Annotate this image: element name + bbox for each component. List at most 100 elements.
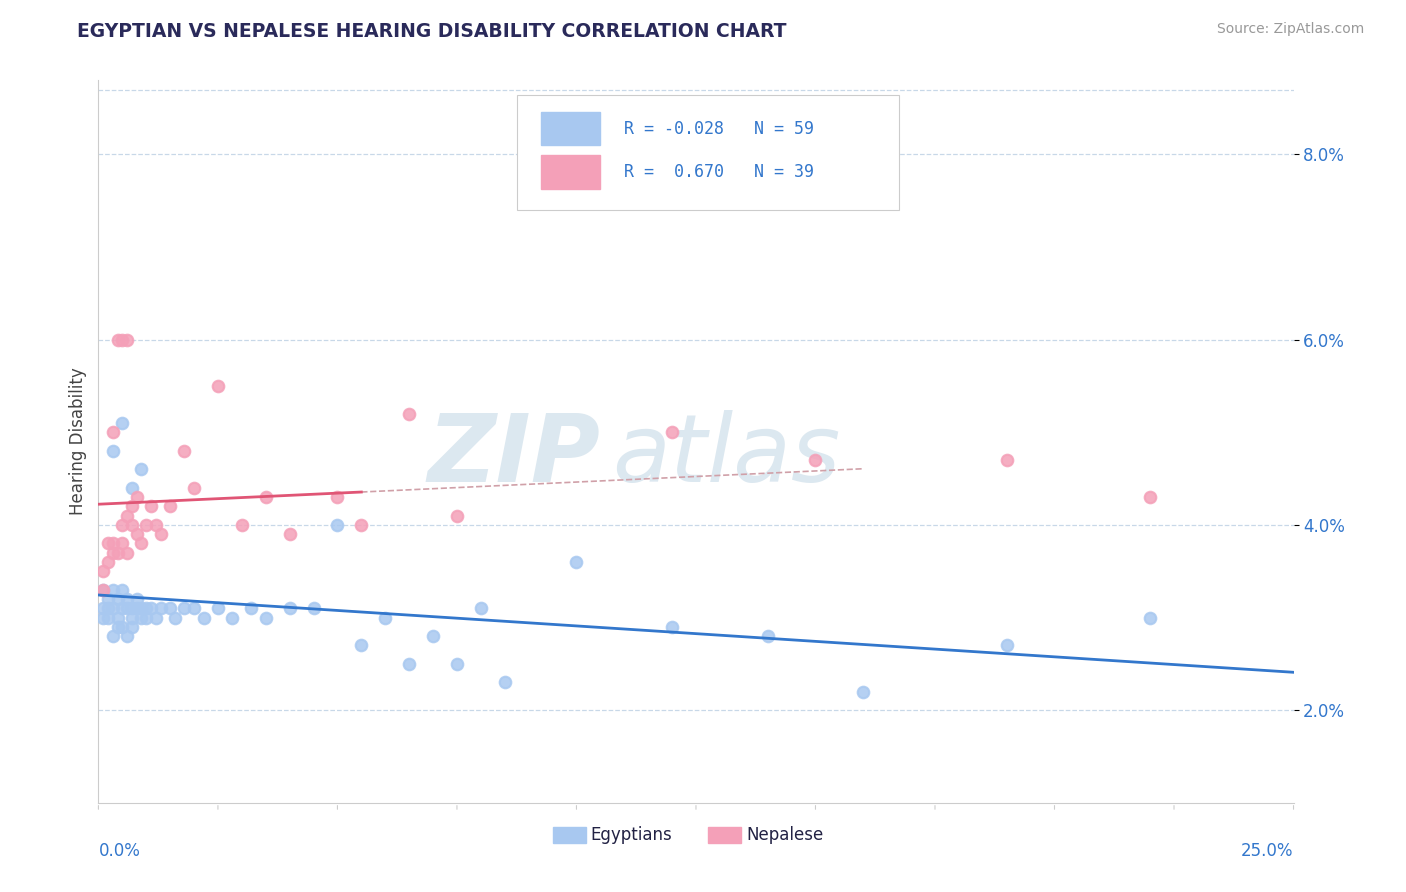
Bar bbox=[709, 827, 741, 843]
Point bbox=[101, 425, 124, 440]
Point bbox=[107, 592, 129, 607]
Point bbox=[1139, 490, 1161, 504]
Point bbox=[97, 610, 120, 624]
Point bbox=[107, 333, 129, 347]
Bar bbox=[553, 827, 586, 843]
Point bbox=[111, 333, 134, 347]
Point bbox=[111, 582, 134, 597]
Point bbox=[661, 425, 683, 440]
Text: EGYPTIAN VS NEPALESE HEARING DISABILITY CORRELATION CHART: EGYPTIAN VS NEPALESE HEARING DISABILITY … bbox=[77, 22, 787, 41]
Point bbox=[125, 490, 148, 504]
Point bbox=[107, 620, 129, 634]
Point bbox=[278, 601, 301, 615]
Point bbox=[446, 657, 468, 671]
Point bbox=[101, 582, 124, 597]
Point bbox=[111, 517, 134, 532]
Point bbox=[135, 610, 157, 624]
Point bbox=[302, 601, 325, 615]
Point bbox=[565, 555, 588, 569]
Point bbox=[139, 601, 162, 615]
Point bbox=[121, 517, 143, 532]
Point bbox=[115, 333, 138, 347]
Text: R = -0.028   N = 59: R = -0.028 N = 59 bbox=[624, 120, 814, 137]
Point bbox=[115, 601, 138, 615]
Text: Nepalese: Nepalese bbox=[747, 826, 824, 844]
Point bbox=[278, 527, 301, 541]
Point bbox=[131, 462, 153, 476]
Point bbox=[183, 481, 205, 495]
Y-axis label: Hearing Disability: Hearing Disability bbox=[69, 368, 87, 516]
Point bbox=[121, 620, 143, 634]
Point bbox=[804, 453, 827, 467]
Point bbox=[995, 638, 1018, 652]
Point bbox=[97, 601, 120, 615]
Point bbox=[107, 546, 129, 560]
Point bbox=[115, 508, 138, 523]
Point bbox=[374, 610, 396, 624]
Point bbox=[494, 675, 516, 690]
Point bbox=[115, 629, 138, 643]
Point bbox=[121, 500, 143, 514]
Point bbox=[173, 443, 195, 458]
Point bbox=[163, 610, 186, 624]
Point bbox=[149, 527, 172, 541]
Text: Source: ZipAtlas.com: Source: ZipAtlas.com bbox=[1216, 22, 1364, 37]
Point bbox=[207, 379, 229, 393]
Point bbox=[125, 601, 148, 615]
Point bbox=[131, 610, 153, 624]
Point bbox=[145, 517, 167, 532]
Point bbox=[107, 610, 129, 624]
Point bbox=[398, 407, 420, 421]
Point bbox=[422, 629, 444, 643]
Point bbox=[91, 582, 114, 597]
Point bbox=[254, 490, 277, 504]
Text: R =  0.670   N = 39: R = 0.670 N = 39 bbox=[624, 163, 814, 181]
Point bbox=[91, 564, 114, 578]
Point bbox=[995, 453, 1018, 467]
Point bbox=[326, 490, 349, 504]
Point bbox=[131, 536, 153, 550]
Point bbox=[97, 536, 120, 550]
Point bbox=[173, 601, 195, 615]
Point bbox=[111, 536, 134, 550]
Point bbox=[91, 582, 114, 597]
Point bbox=[446, 508, 468, 523]
Bar bbox=[541, 112, 600, 145]
Point bbox=[111, 416, 134, 430]
Point bbox=[350, 517, 373, 532]
Point bbox=[326, 517, 349, 532]
Point bbox=[121, 610, 143, 624]
Point bbox=[852, 684, 875, 698]
FancyBboxPatch shape bbox=[517, 95, 900, 211]
Point bbox=[661, 620, 683, 634]
Point bbox=[470, 601, 492, 615]
Point bbox=[97, 555, 120, 569]
Point bbox=[231, 517, 253, 532]
Point bbox=[121, 601, 143, 615]
Point bbox=[115, 592, 138, 607]
Bar bbox=[541, 155, 600, 189]
Point bbox=[135, 517, 157, 532]
Point bbox=[221, 610, 243, 624]
Point bbox=[135, 601, 157, 615]
Point bbox=[398, 657, 420, 671]
Point bbox=[101, 536, 124, 550]
Point bbox=[125, 592, 148, 607]
Point bbox=[101, 546, 124, 560]
Point bbox=[97, 592, 120, 607]
Text: atlas: atlas bbox=[613, 410, 841, 501]
Point bbox=[91, 601, 114, 615]
Point bbox=[207, 601, 229, 615]
Point bbox=[1139, 610, 1161, 624]
Text: 0.0%: 0.0% bbox=[98, 842, 141, 860]
Point bbox=[115, 546, 138, 560]
Point bbox=[193, 610, 215, 624]
Point bbox=[111, 620, 134, 634]
Point bbox=[159, 500, 181, 514]
Text: ZIP: ZIP bbox=[427, 410, 600, 502]
Point bbox=[139, 500, 162, 514]
Point bbox=[149, 601, 172, 615]
Point bbox=[131, 601, 153, 615]
Point bbox=[101, 629, 124, 643]
Text: Egyptians: Egyptians bbox=[591, 826, 672, 844]
